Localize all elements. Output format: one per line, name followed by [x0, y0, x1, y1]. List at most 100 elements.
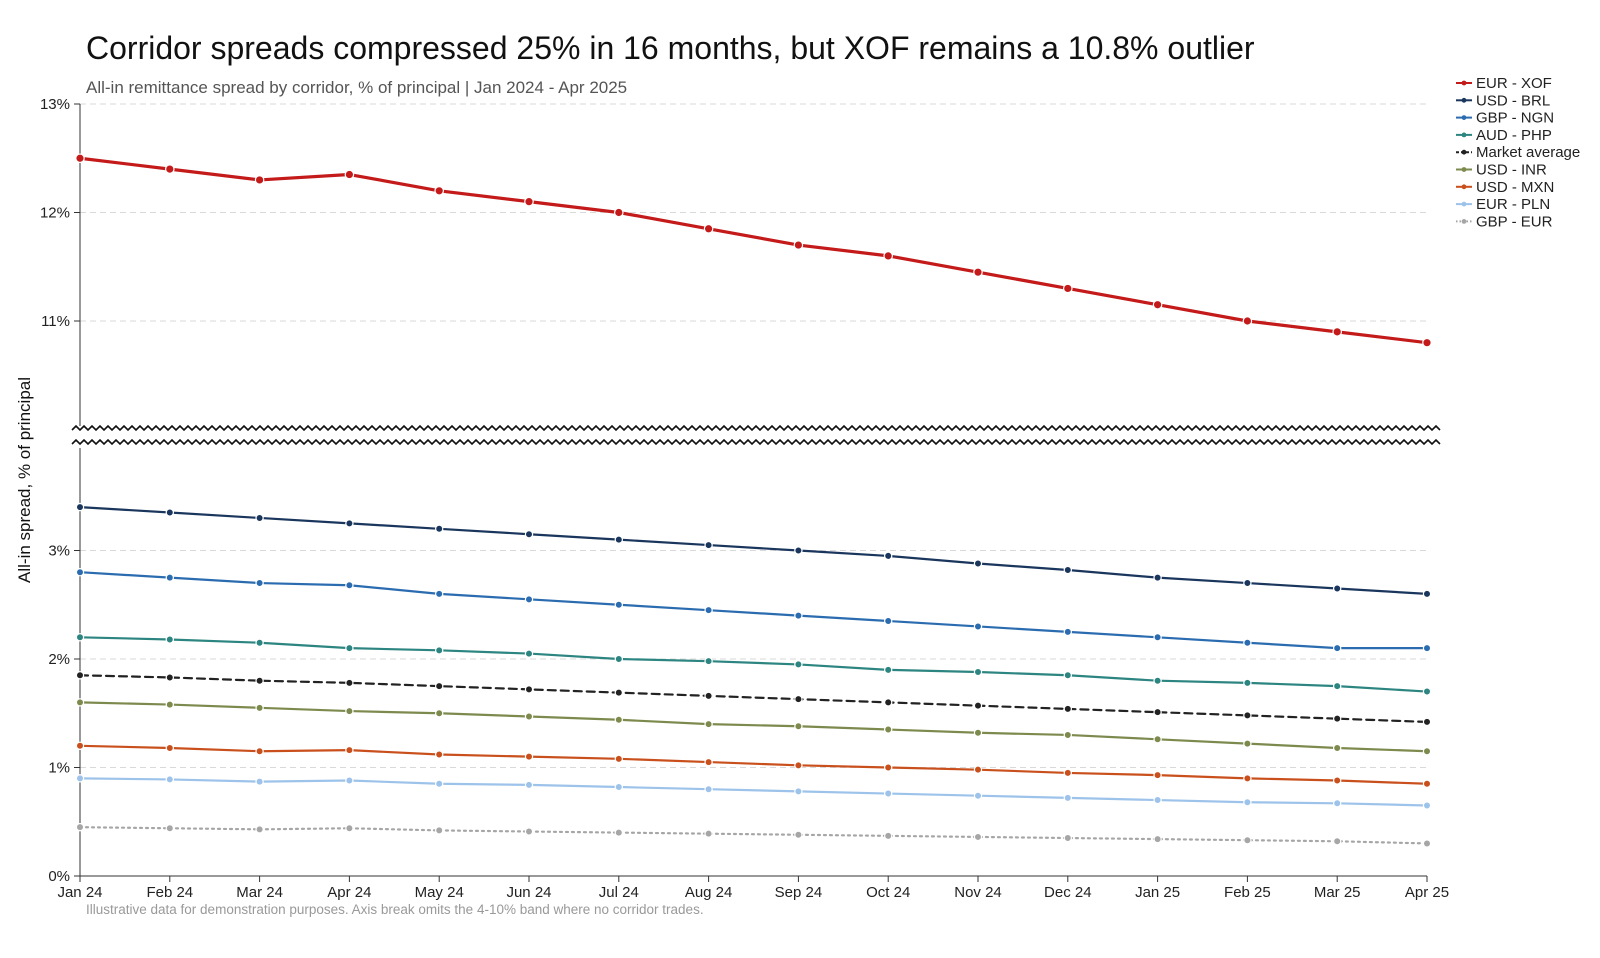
- data-point: [1243, 578, 1252, 588]
- x-tick-label: Mar 25: [1314, 884, 1361, 901]
- x-tick-label: Apr 24: [327, 884, 371, 901]
- data-point: [1332, 799, 1342, 808]
- y-tick-label: 13%: [40, 96, 70, 113]
- data-point: [1332, 714, 1342, 723]
- data-point: [613, 207, 624, 218]
- data-point: [75, 822, 85, 832]
- data-point: [704, 605, 713, 615]
- data-point: [1153, 633, 1162, 642]
- legend-label: USD - BRL: [1476, 92, 1550, 109]
- data-point: [973, 832, 983, 842]
- data-point: [1063, 793, 1073, 803]
- data-point: [614, 754, 624, 764]
- legend-label: AUD - PHP: [1476, 127, 1552, 144]
- data-point: [255, 676, 264, 685]
- data-point: [973, 559, 983, 568]
- data-point: [524, 827, 534, 836]
- data-point: [75, 568, 85, 577]
- data-point: [884, 763, 893, 772]
- data-point: [165, 635, 174, 644]
- data-point: [1153, 770, 1162, 780]
- legend-marker: [1461, 80, 1467, 86]
- data-point: [75, 774, 85, 783]
- legend-item: GBP - NGN: [1456, 110, 1554, 127]
- data-point: [614, 715, 624, 724]
- legend-marker: [1461, 184, 1467, 190]
- series-line: [78, 636, 1429, 693]
- data-point: [973, 622, 983, 631]
- series-usd-brl: [75, 502, 1432, 599]
- data-point: [884, 831, 893, 841]
- data-point: [1243, 711, 1252, 720]
- data-point: [435, 709, 444, 718]
- series-line: [78, 571, 1429, 650]
- data-point: [704, 785, 713, 794]
- data-point: [704, 691, 713, 701]
- data-point: [1063, 627, 1073, 637]
- data-point: [165, 700, 174, 709]
- data-point: [1063, 833, 1073, 843]
- legend-item: Market average: [1456, 144, 1580, 161]
- series-line: [78, 701, 1429, 753]
- data-point: [255, 578, 264, 588]
- legend-marker: [1461, 167, 1467, 172]
- series-line: [78, 674, 1429, 724]
- data-point: [75, 741, 85, 751]
- data-point: [345, 745, 354, 755]
- data-point: [703, 223, 714, 234]
- series-layer: [75, 153, 1432, 848]
- data-point: [614, 828, 624, 837]
- legend-label: GBP - NGN: [1476, 110, 1554, 127]
- data-point: [1332, 643, 1342, 653]
- legend-marker: [1461, 201, 1467, 207]
- data-point: [345, 706, 354, 716]
- data-point: [1063, 730, 1073, 740]
- legend-marker: [1461, 219, 1467, 224]
- data-point: [1063, 768, 1073, 778]
- data-point: [1332, 776, 1342, 785]
- data-point: [973, 267, 983, 277]
- data-point: [884, 698, 893, 707]
- data-point: [1153, 573, 1162, 582]
- data-point: [704, 540, 713, 550]
- legend-label: USD - INR: [1476, 162, 1547, 179]
- data-point: [1422, 839, 1432, 848]
- data-point: [614, 782, 624, 792]
- data-point: [435, 750, 444, 759]
- data-point: [524, 780, 534, 790]
- x-tick-label: Sep 24: [775, 884, 823, 901]
- data-point: [1332, 327, 1342, 337]
- data-point: [524, 530, 534, 539]
- data-point: [794, 546, 803, 555]
- data-point: [1242, 316, 1253, 326]
- data-point: [794, 787, 803, 796]
- data-point: [345, 678, 354, 688]
- y-tick-label: 11%: [41, 313, 70, 330]
- data-point: [1153, 795, 1162, 805]
- data-point: [614, 688, 624, 697]
- legend-label: GBP - EUR: [1476, 213, 1553, 230]
- chart-subtitle: All-in remittance spread by corridor, % …: [86, 78, 628, 97]
- x-tick-label: Jan 25: [1135, 884, 1180, 901]
- data-point: [614, 535, 624, 544]
- x-tick-label: May 24: [415, 884, 464, 901]
- legend-item: USD - BRL: [1456, 92, 1550, 109]
- legend-label: Market average: [1476, 144, 1580, 161]
- data-point: [435, 646, 444, 655]
- x-tick-label: Oct 24: [866, 884, 910, 901]
- series-usd-mxn: [75, 741, 1432, 788]
- data-point: [165, 824, 174, 833]
- data-point: [1243, 798, 1252, 807]
- data-point: [1153, 834, 1162, 844]
- data-point: [614, 600, 624, 609]
- data-point: [524, 712, 534, 721]
- data-point: [524, 649, 534, 658]
- data-point: [434, 186, 444, 196]
- x-tick-label: Jul 24: [599, 884, 639, 901]
- data-point: [704, 656, 713, 666]
- grid-layer: [80, 103, 1427, 768]
- data-point: [794, 660, 803, 669]
- data-point: [255, 513, 264, 523]
